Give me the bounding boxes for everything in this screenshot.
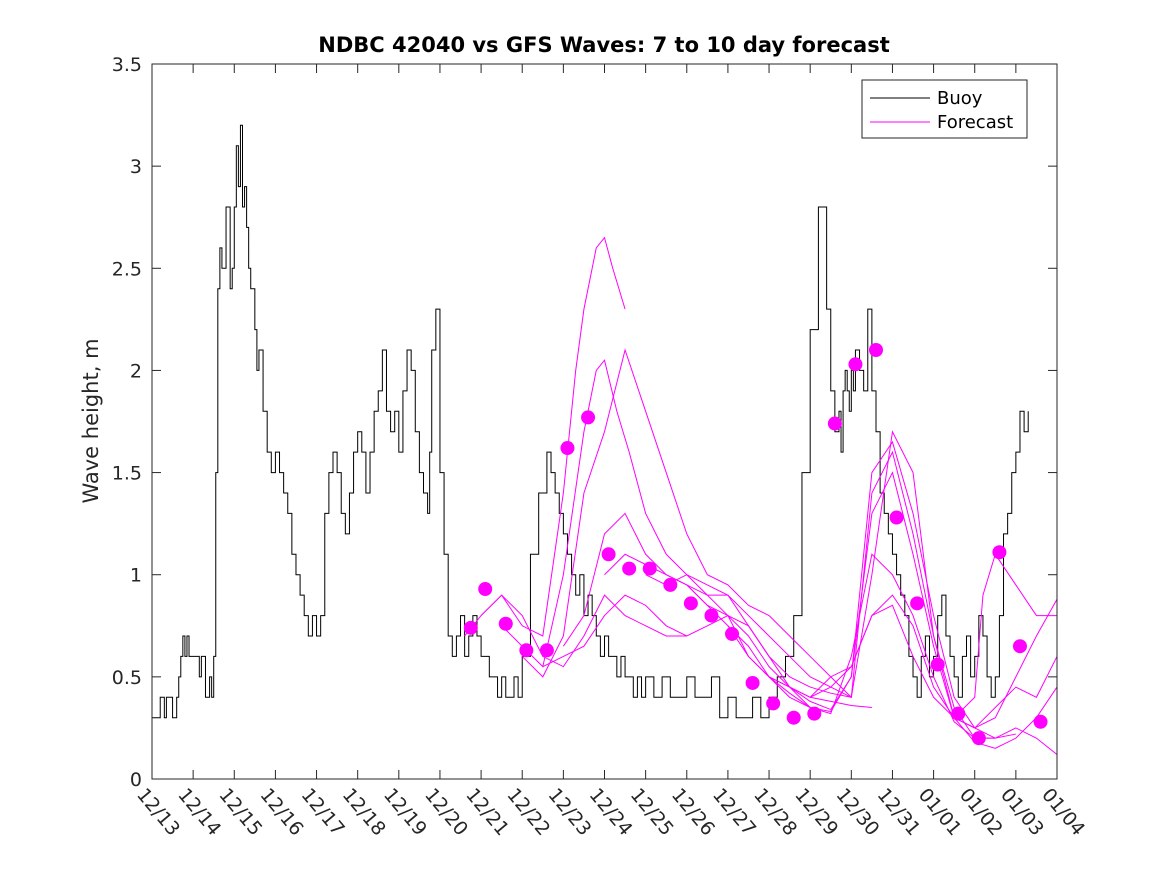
x-tick-label: 12/15	[214, 784, 266, 840]
forecast-point	[869, 343, 883, 357]
x-tick-label: 12/19	[379, 784, 431, 840]
x-tick-label: 01/03	[996, 784, 1048, 840]
forecast-line	[562, 430, 975, 729]
legend: Buoy Forecast	[861, 79, 1028, 139]
forecast-point	[642, 561, 657, 576]
x-tick-label: 12/23	[544, 784, 596, 840]
chart-title: NDBC 42040 vs GFS Waves: 7 to 10 day for…	[318, 33, 889, 57]
y-tick-label: 2.5	[112, 258, 142, 280]
forecast-point	[601, 547, 616, 562]
forecast-point	[910, 596, 925, 611]
x-tick-label: 12/26	[667, 784, 719, 840]
forecast-line	[542, 594, 872, 708]
forecast-line	[480, 236, 626, 637]
forecast-point	[478, 582, 493, 597]
x-tick-label: 12/29	[790, 784, 842, 840]
x-tick-label: 12/31	[873, 784, 925, 840]
forecast-point	[930, 657, 945, 672]
forecast-point	[498, 616, 513, 631]
y-tick-label: 3.5	[112, 54, 142, 76]
forecast-line	[686, 471, 1058, 749]
forecast-point	[663, 577, 678, 592]
y-tick-label: 2	[130, 360, 142, 382]
x-tick-label: 01/04	[1037, 784, 1089, 840]
y-tick-label: 1	[130, 565, 142, 587]
legend-forecast-label: Forecast	[937, 112, 1013, 133]
x-tick-label: 12/28	[749, 784, 801, 840]
buoy-line	[152, 124, 1029, 719]
x-tick-label: 01/02	[955, 784, 1007, 840]
x-tick-label: 12/21	[461, 784, 513, 840]
forecast-point	[971, 731, 986, 746]
y-axis: 0 0.5 1 1.5 2 2.5 3 3.5	[112, 54, 1057, 791]
x-tick-label: 12/25	[626, 784, 678, 840]
forecast-point	[889, 510, 904, 525]
forecast-point	[683, 596, 698, 611]
legend-box	[861, 79, 1028, 139]
forecast-line	[464, 594, 687, 668]
x-tick-label: 12/30	[831, 784, 883, 840]
x-tick-label: 12/14	[173, 784, 225, 840]
forecast-point	[463, 620, 478, 635]
forecast-line	[768, 594, 1058, 729]
x-tick-label: 12/24	[585, 784, 637, 840]
forecast-point	[704, 608, 719, 623]
forecast-point	[807, 706, 822, 721]
forecast-point	[519, 643, 534, 658]
legend-buoy-label: Buoy	[937, 88, 983, 109]
forecast-line	[727, 553, 1058, 755]
forecast-point	[766, 696, 781, 711]
forecast-point	[539, 643, 554, 658]
forecast-point	[622, 561, 637, 576]
y-tick-label: 0.5	[112, 667, 142, 689]
forecast-point	[827, 416, 842, 431]
forecast-point	[1012, 639, 1027, 654]
forecast-point	[745, 675, 760, 690]
forecast-point	[1033, 714, 1048, 729]
y-axis-label: Wave height, m	[79, 338, 103, 503]
x-tick-label: 12/27	[708, 784, 760, 840]
y-tick-label: 3	[130, 156, 142, 178]
y-tick-label: 1.5	[112, 463, 142, 485]
forecast-point	[848, 357, 863, 372]
forecast-line	[645, 440, 1016, 739]
forecast-point	[581, 410, 596, 425]
forecast-point	[992, 545, 1007, 560]
x-tick-label: 12/18	[338, 784, 390, 840]
x-tick-label: 12/22	[502, 784, 554, 840]
x-tick-label: 01/01	[914, 784, 966, 840]
x-tick-label: 12/16	[256, 784, 308, 840]
forecast-line	[809, 598, 1058, 729]
y-tick-label: 0	[130, 769, 142, 791]
forecast-point	[951, 706, 966, 721]
forecast-point	[560, 441, 575, 456]
plot-series	[152, 124, 1058, 755]
x-tick-label: 12/13	[132, 784, 184, 840]
x-tick-label: 12/17	[297, 784, 349, 840]
forecast-point	[786, 710, 801, 725]
forecast-line	[604, 450, 996, 739]
forecast-line	[521, 348, 852, 698]
x-tick-label: 12/20	[420, 784, 472, 840]
forecast-point	[725, 626, 740, 641]
